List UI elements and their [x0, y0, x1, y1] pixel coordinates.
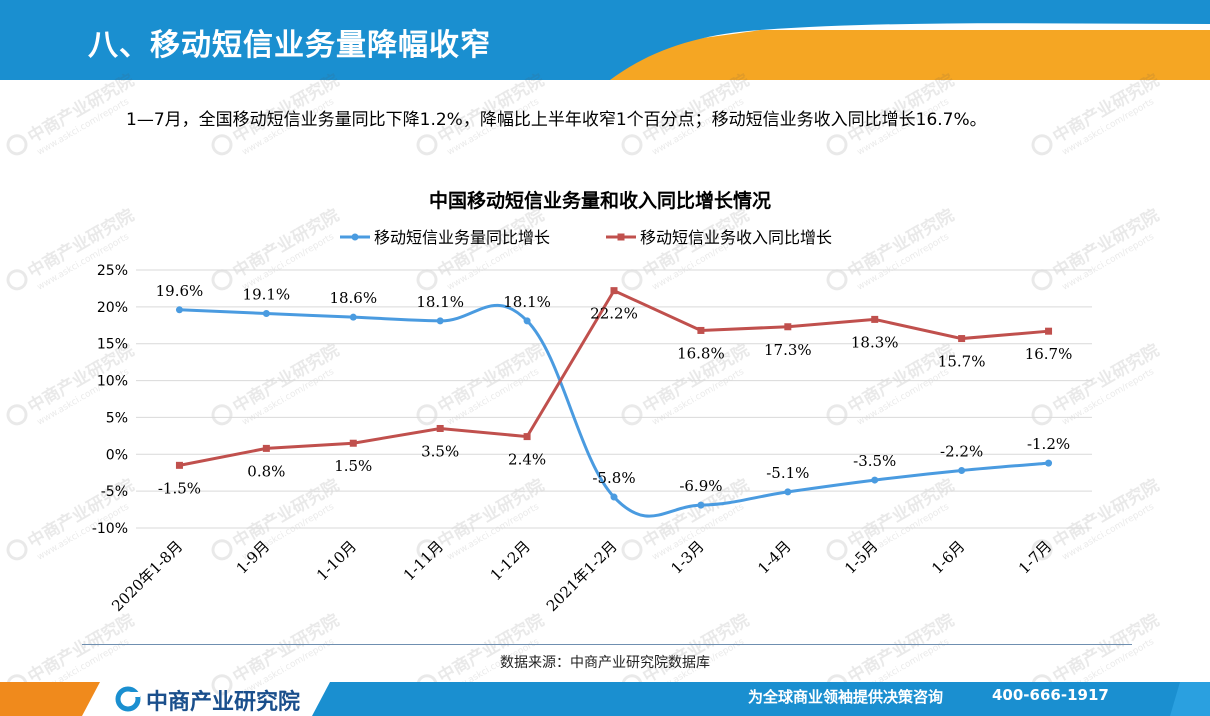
volume-data-label: -2.2%: [940, 443, 983, 461]
volume-point: [523, 317, 531, 325]
summary-text: 1—7月，全国移动短信业务量同比下降1.2%，降幅比上半年收窄1个百分点；移动短…: [126, 110, 987, 130]
x-tick-label: 1-9月: [233, 537, 273, 577]
revenue-data-label: 17.3%: [764, 341, 812, 359]
volume-point: [175, 306, 183, 314]
x-tick-label: 1-4月: [754, 537, 794, 577]
footer-logo: 中商产业研究院: [146, 690, 301, 715]
volume-point: [871, 476, 879, 484]
footer-blue-corner: [1170, 682, 1210, 716]
volume-data-label: 18.1%: [503, 293, 551, 311]
x-axis: 2020年1-8月 1-9月 1-10月 1-11月 1-12月 2021年1-2月 1-3…: [108, 537, 1055, 615]
volume-data-label: -5.1%: [766, 464, 809, 482]
header-blue-shape: [0, 0, 1210, 80]
x-tick-label: 2020年1-8月: [108, 537, 186, 615]
footer-slogan: 为全球商业领袖提供决策咨询: [748, 688, 944, 706]
y-tick-label: 0%: [106, 447, 128, 463]
series-volume-line: [179, 303, 1049, 518]
legend-series2-marker: [617, 233, 625, 241]
y-tick-label: 15%: [97, 337, 128, 353]
volume-data-label: -5.8%: [592, 469, 635, 487]
volume-data-label: 18.1%: [416, 293, 464, 311]
page-title: 八、移动短信业务量降幅收窄: [88, 28, 491, 63]
header-orange-shape: [560, 30, 1210, 80]
revenue-point: [523, 433, 531, 441]
volume-point: [784, 488, 792, 496]
volume-point: [262, 309, 270, 317]
revenue-data-label: 1.5%: [334, 457, 372, 475]
volume-data-label: 19.1%: [243, 285, 291, 303]
revenue-data-label: -1.5%: [158, 479, 201, 497]
footer-blue-stripe: [312, 682, 1210, 716]
y-tick-label: -5%: [101, 484, 128, 500]
chart-title: 中国移动短信业务量和收入同比增长情况: [429, 189, 771, 212]
revenue-point: [610, 287, 618, 295]
y-tick-label: -10%: [92, 521, 128, 537]
series-volume: 19.6% 19.1% 18.6% 18.1% 18.1% -5.8% -6.9% -5.1%…: [156, 282, 1070, 518]
volume-point: [1045, 459, 1053, 467]
revenue-point: [349, 439, 357, 447]
chart-legend: 移动短信业务量同比增长 移动短信业务收入同比增长: [340, 228, 832, 247]
volume-data-label: 18.6%: [329, 289, 377, 307]
legend-series1-marker: [351, 233, 359, 241]
source-divider: [82, 644, 1132, 645]
x-tick-label: 1-10月: [313, 537, 360, 584]
chart-grid: [136, 269, 1092, 529]
revenue-point: [871, 315, 879, 323]
data-source: 数据来源：中商产业研究院数据库: [500, 655, 710, 671]
revenue-point: [784, 323, 792, 331]
legend-series2-label: 移动短信业务收入同比增长: [640, 228, 832, 247]
legend-series1-label: 移动短信业务量同比增长: [374, 228, 550, 247]
footer-bar: [0, 682, 1210, 716]
x-tick-label: 2021年1-2月: [543, 537, 621, 615]
revenue-data-label: 16.8%: [677, 344, 725, 362]
x-tick-label: 1-6月: [928, 537, 968, 577]
revenue-data-label: 2.4%: [508, 451, 546, 469]
y-tick-label: 5%: [106, 410, 128, 426]
volume-data-label: 19.6%: [156, 282, 204, 300]
x-tick-label: 1-5月: [841, 537, 881, 577]
revenue-point: [1045, 327, 1053, 335]
revenue-data-label: 16.7%: [1025, 345, 1073, 363]
footer-phone: 400-666-1917: [992, 686, 1109, 704]
y-tick-label: 25%: [97, 263, 128, 279]
volume-point: [958, 467, 966, 475]
logo-icon: [115, 686, 141, 712]
volume-data-label: -3.5%: [853, 452, 896, 470]
y-axis: 25% 20% 15% 10% 5% 0% -5% -10%: [92, 263, 128, 537]
footer-orange-stripe: [0, 682, 100, 716]
revenue-data-label: 18.3%: [851, 333, 899, 351]
volume-point: [349, 313, 357, 321]
line-chart: 中国移动短信业务量和收入同比增长情况 移动短信业务量同比增长 移动短信业务收入同…: [92, 189, 1092, 615]
header-bar: [0, 0, 1210, 80]
volume-point: [436, 317, 444, 325]
x-tick-label: 1-12月: [487, 537, 534, 584]
x-tick-label: 1-7月: [1015, 537, 1055, 577]
y-tick-label: 20%: [97, 300, 128, 316]
series-revenue: -1.5% 0.8% 1.5% 3.5% 2.4% 22.2% 16.8% 17.3% 18.3…: [158, 287, 1073, 497]
x-tick-label: 1-11月: [400, 537, 447, 584]
volume-point: [697, 501, 705, 509]
volume-data-label: -6.9%: [679, 477, 722, 495]
revenue-data-label: 15.7%: [938, 353, 986, 371]
revenue-point: [958, 335, 966, 343]
revenue-point: [697, 326, 705, 334]
revenue-data-label: 3.5%: [421, 442, 459, 460]
revenue-data-label: 22.2%: [590, 305, 638, 323]
revenue-point: [262, 444, 270, 452]
volume-point: [610, 493, 618, 501]
revenue-point: [436, 424, 444, 432]
x-tick-label: 1-3月: [667, 537, 707, 577]
y-tick-label: 10%: [97, 374, 128, 390]
revenue-data-label: 0.8%: [247, 462, 285, 480]
volume-data-label: -1.2%: [1027, 435, 1070, 453]
revenue-point: [175, 461, 183, 469]
